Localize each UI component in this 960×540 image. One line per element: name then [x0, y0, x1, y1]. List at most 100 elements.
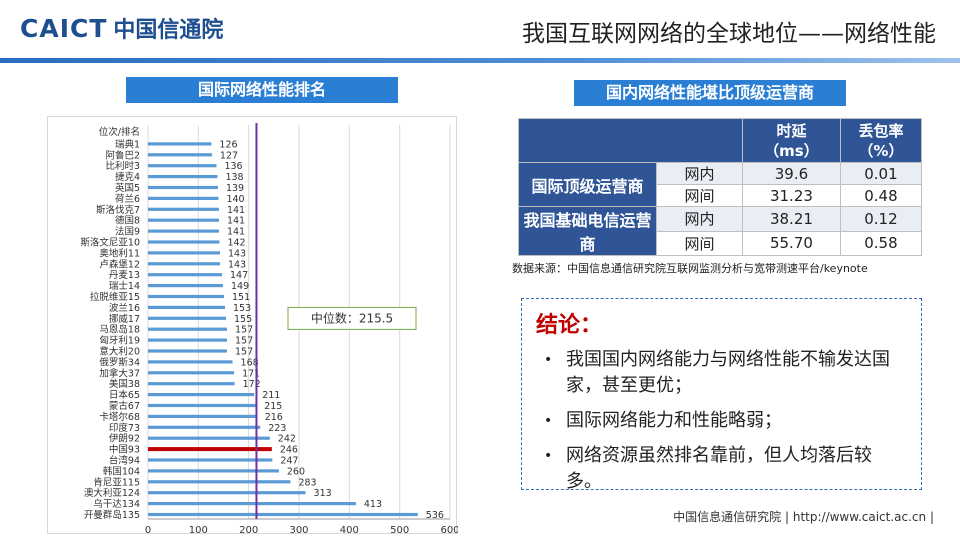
conclusion-title: 结论：: [536, 313, 603, 338]
value-label: 246: [280, 445, 298, 456]
category-label: 法国9: [115, 226, 140, 238]
bar: [148, 393, 255, 397]
value-label: 142: [227, 238, 245, 249]
bar: [148, 480, 291, 484]
footer-text: 中国信息通信研究院 | http://www.caict.ac.cn |: [673, 510, 934, 524]
bar: [148, 251, 220, 255]
conclusion-item: • 国际网络能力和性能略弱；: [536, 408, 907, 434]
bar: [148, 240, 220, 244]
category-label: 日本65: [109, 389, 140, 401]
ranking-section-label: 国际网络性能排名: [126, 77, 398, 103]
bar: [148, 360, 233, 364]
category-label: 澳大利亚124: [84, 487, 140, 499]
header-divider: [0, 58, 960, 63]
logo-text-en: CAICT: [20, 13, 108, 43]
row-type: 网内: [656, 162, 743, 185]
bar: [148, 327, 228, 331]
value-label: 149: [231, 281, 249, 292]
category-label: 拉脱维亚15: [90, 291, 140, 303]
value-label: 143: [228, 259, 246, 270]
conclusion-text: 网络资源虽然排名靠前，但人均落后较多。: [566, 445, 872, 492]
value-label: 157: [235, 336, 253, 347]
header-text: 时延: [776, 121, 807, 140]
conclusion-text: 国际网络能力和性能略弱；: [566, 410, 782, 431]
bar: [148, 382, 235, 386]
row-type: 网间: [656, 184, 743, 207]
value-label: 260: [287, 466, 305, 477]
bullet-icon: •: [544, 448, 553, 464]
header-latency: 时延 （ms）: [742, 118, 841, 163]
bar: [148, 447, 272, 452]
value-label: 313: [314, 488, 332, 499]
category-label: 中国93: [109, 444, 140, 456]
loss-value: 0.12: [839, 206, 923, 232]
category-label: 肯尼亚115: [93, 476, 140, 488]
bar: [148, 502, 356, 506]
bar: [148, 469, 279, 473]
performance-table: 时延 （ms） 丢包率 （%） 国际顶级运营商 网内 39.6 0.01 网间 31…: [518, 118, 923, 256]
category-label: 蒙古67: [109, 400, 140, 412]
x-tick-label: 100: [189, 525, 208, 535]
bar: [148, 512, 418, 517]
logo-text-cn: 中国信通院: [113, 18, 224, 43]
category-label: 意大利20: [99, 346, 140, 358]
category-label: 加拿大37: [99, 367, 140, 379]
latency-value: 55.70: [742, 230, 841, 256]
value-label: 153: [233, 303, 251, 314]
bar: [148, 175, 218, 179]
category-label: 卢森堡12: [99, 258, 140, 270]
x-tick-label: 500: [390, 525, 409, 535]
bar: [148, 436, 270, 440]
bar: [148, 207, 219, 211]
category-label: 匈牙利19: [99, 335, 140, 347]
domestic-section-label: 国内网络性能堪比顶级运营商: [574, 80, 846, 106]
value-label: 242: [278, 434, 296, 445]
value-label: 172: [243, 379, 261, 390]
value-label: 168: [241, 357, 259, 368]
x-tick-label: 600: [440, 525, 458, 535]
x-tick-label: 300: [289, 525, 308, 535]
value-label: 139: [226, 183, 244, 194]
value-label: 141: [227, 205, 245, 216]
bar: [148, 371, 235, 375]
caict-logo: CAICT 中国信通院: [20, 12, 223, 44]
value-label: 127: [220, 150, 238, 161]
category-label: 乌干达134: [93, 498, 140, 510]
category-label: 印度73: [109, 422, 140, 434]
header-text: 丢包率: [858, 121, 904, 140]
category-header: 位次/排名: [99, 126, 140, 138]
category-label: 台湾94: [109, 455, 140, 467]
category-label: 马恩岛18: [99, 324, 140, 336]
row-type: 网间: [656, 230, 743, 256]
category-label: 卡塔尔68: [99, 411, 140, 423]
value-label: 171: [242, 368, 260, 379]
header-packet-loss: 丢包率 （%）: [839, 118, 923, 163]
category-label: 瑞典1: [115, 138, 140, 150]
category-label: 韩国104: [103, 465, 140, 477]
value-label: 141: [227, 216, 245, 227]
bar: [148, 491, 306, 495]
value-label: 215: [264, 401, 282, 412]
loss-value: 0.58: [839, 230, 923, 256]
bar: [148, 273, 222, 277]
category-label: 开曼群岛135: [84, 509, 140, 521]
ranking-chart-frame: 位次/排名 瑞典1 126 阿鲁巴2 127 比利时3 136 捷克4 138 英国5 139 荷兰6…: [47, 116, 458, 535]
category-label: 俄罗斯34: [99, 356, 140, 368]
latency-value: 31.23: [742, 184, 841, 207]
median-callout: [287, 306, 417, 330]
latency-value: 39.6: [742, 162, 841, 185]
loss-value: 0.01: [839, 162, 923, 185]
table-corner: [518, 118, 743, 163]
value-label: 151: [232, 292, 250, 303]
conclusion-item: • 网络资源虽然排名靠前，但人均落后较多。: [536, 443, 907, 495]
value-label: 141: [227, 227, 245, 238]
value-label: 247: [280, 456, 298, 467]
bar: [148, 458, 273, 462]
value-label: 126: [219, 139, 237, 150]
bar: [148, 284, 223, 288]
bar: [148, 185, 218, 190]
bar: [148, 305, 226, 309]
bar: [148, 349, 228, 353]
header-text: （ms）: [764, 141, 819, 160]
